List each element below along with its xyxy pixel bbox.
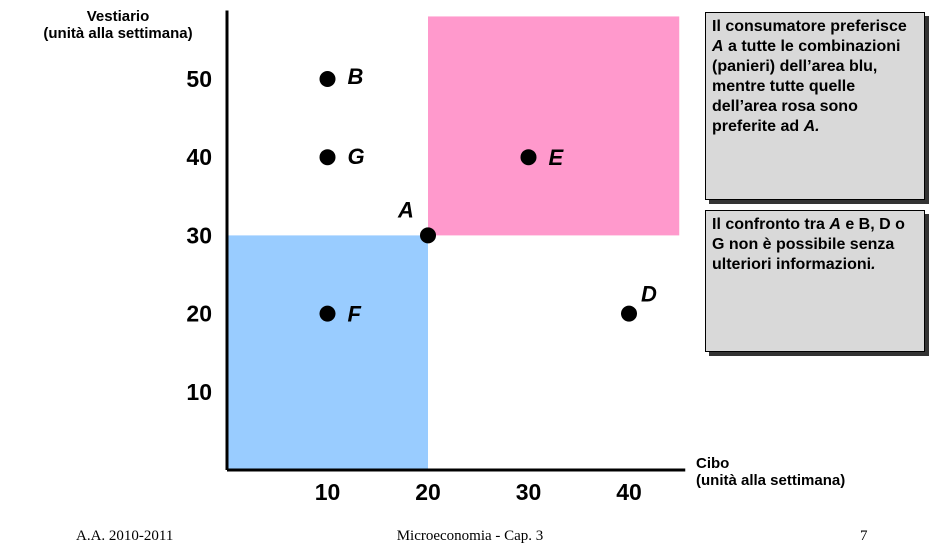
y-tick-label-30: 30 bbox=[186, 222, 212, 248]
point-label-B: B bbox=[348, 64, 364, 89]
y-tick-label-10: 10 bbox=[186, 379, 212, 405]
data-points: A B D E F G bbox=[319, 64, 657, 327]
point-G bbox=[319, 149, 336, 166]
region-pink bbox=[428, 16, 680, 236]
y-tick-label-50: 50 bbox=[186, 66, 212, 92]
note-1-text-part: . bbox=[871, 256, 876, 273]
point-label-G: G bbox=[348, 144, 365, 169]
footer-course-title: Microeconomia - Cap. 3 bbox=[396, 528, 544, 544]
note-1-text-part: e B, D o G non è possibile senza ulterio… bbox=[712, 216, 905, 273]
note-preference: Il consumatore preferisce A a tutte le c… bbox=[705, 12, 925, 200]
point-label-D: D bbox=[641, 282, 657, 307]
note-0-text-part: Il consumatore preferisce bbox=[712, 18, 907, 35]
point-B bbox=[319, 71, 336, 87]
note-1-text-part: Il confronto tra bbox=[712, 216, 830, 233]
x-axis-label-line1: Cibo bbox=[696, 455, 730, 472]
x-tick-label-10: 10 bbox=[315, 479, 341, 505]
note-0-text-part: A bbox=[712, 38, 724, 55]
y-axis-label-line1: Vestiario bbox=[86, 8, 150, 25]
x-axis-label: Cibo (unità alla settimana) bbox=[696, 455, 845, 489]
point-label-E: E bbox=[549, 145, 565, 170]
x-tick-label-30: 30 bbox=[516, 479, 542, 505]
y-axis-label-line2: (unità alla settimana) bbox=[43, 25, 193, 42]
y-tick-label-40: 40 bbox=[186, 144, 212, 170]
x-tick-label-40: 40 bbox=[616, 479, 642, 505]
point-F bbox=[319, 305, 336, 322]
footer-page-number: 7 bbox=[860, 528, 868, 544]
x-axis-label-line2: (unità alla settimana) bbox=[696, 472, 846, 489]
point-D bbox=[621, 305, 637, 322]
x-tick-label-20: 20 bbox=[415, 479, 441, 505]
point-A bbox=[420, 227, 436, 244]
y-tick-label-20: 20 bbox=[186, 301, 212, 327]
note-1-text-part: A bbox=[829, 216, 841, 233]
preference-regions bbox=[227, 16, 680, 470]
note-0-text-part: A. bbox=[803, 118, 820, 135]
y-axis-label: Vestiario (unità alla settimana) bbox=[4, 8, 232, 42]
region-blue bbox=[227, 235, 428, 470]
axes bbox=[225, 10, 686, 472]
tick-labels: 10 20 30 40 10 20 30 40 50 bbox=[186, 66, 641, 505]
note-0-text-part: a tutte le combinazioni (panieri) dell’a… bbox=[712, 38, 901, 135]
note-comparison: Il confronto tra A e B, D o G non è poss… bbox=[705, 210, 925, 352]
footer-course-year: A.A. 2010-2011 bbox=[76, 528, 174, 544]
point-label-F: F bbox=[348, 302, 362, 327]
point-E bbox=[520, 149, 537, 166]
point-label-A: A bbox=[397, 197, 414, 222]
